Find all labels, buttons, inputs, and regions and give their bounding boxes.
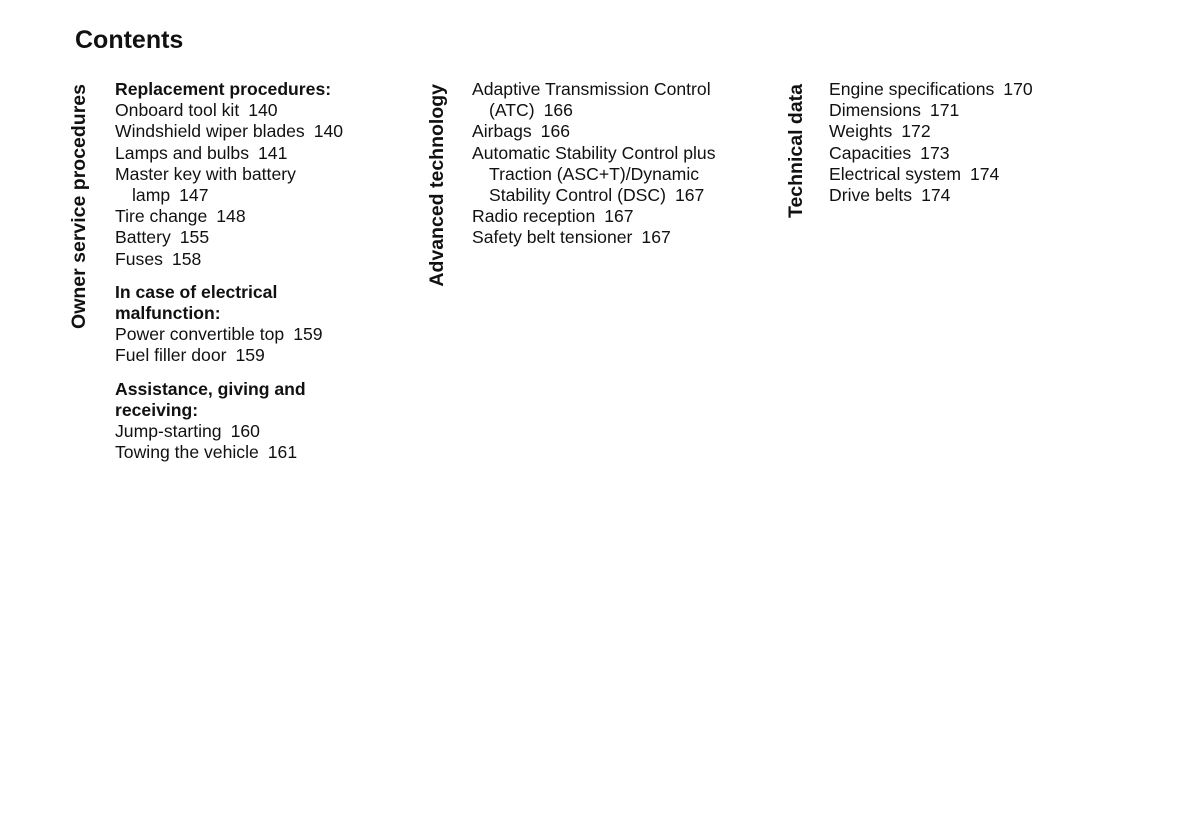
toc-entry[interactable]: Adaptive Transmission Control (ATC) 166: [472, 79, 716, 121]
page-number: 174: [969, 163, 1000, 184]
entry-title: Windshield wiper blades: [115, 121, 305, 142]
page-number: 166: [543, 100, 573, 121]
toc-entry[interactable]: Master key with battery lamp 147: [115, 164, 343, 206]
page-number: 167: [674, 185, 705, 206]
entry-title: lamp: [132, 185, 171, 206]
entry-title: Capacities: [829, 142, 912, 163]
page-number: 172: [901, 121, 931, 142]
toc-entry[interactable]: Dimensions 171: [829, 100, 1033, 121]
page-number: 171: [929, 100, 960, 121]
page-number: 167: [641, 227, 671, 248]
entry-title: Fuel filler door: [115, 345, 227, 366]
toc-entry[interactable]: Engine specifications 170: [829, 79, 1033, 100]
page-number: 141: [258, 142, 288, 163]
entry-title: Master key with battery: [115, 163, 296, 184]
toc-entry[interactable]: Tire change 148: [115, 206, 343, 227]
entry-title: Stability Control (DSC): [489, 185, 666, 206]
toc-group: Replacement procedures: Onboard tool kit 1…: [115, 79, 343, 270]
toc-entry[interactable]: Fuel filler door 159: [115, 345, 343, 366]
toc-entry[interactable]: Onboard tool kit 140: [115, 100, 343, 121]
page-number: 167: [604, 206, 634, 227]
section-label-technical-data: Technical data: [785, 84, 807, 219]
toc-entry[interactable]: Battery 155: [115, 227, 343, 248]
page-number: 166: [540, 121, 571, 142]
entry-title: (ATC): [489, 100, 535, 121]
section-owner-service: Replacement procedures: Onboard tool kit 1…: [115, 79, 343, 475]
group-heading: In case of electrical: [115, 281, 278, 302]
toc-group: In case of electrical malfunction: Power c…: [115, 282, 343, 367]
toc-entry[interactable]: Airbags 166: [472, 121, 716, 142]
entry-title: Automatic Stability Control plus: [472, 142, 716, 163]
section-advanced-technology: Adaptive Transmission Control (ATC) 166 Air…: [472, 79, 716, 261]
toc-entry[interactable]: Fuses 158: [115, 249, 343, 270]
toc-entry[interactable]: Capacities 173: [829, 143, 1033, 164]
entry-title: Fuses: [115, 248, 163, 269]
page-number: 174: [921, 185, 951, 206]
page-title: Contents: [75, 26, 184, 54]
page-number: 147: [179, 185, 209, 206]
toc-entry[interactable]: Radio reception 167: [472, 206, 716, 227]
entry-title: Towing the vehicle: [115, 442, 259, 463]
page-number: 159: [235, 345, 265, 366]
toc-entry[interactable]: Electrical system 174: [829, 164, 1033, 185]
toc-group: Engine specifications 170 Dimensions 171 Wei…: [829, 79, 1033, 206]
toc-entry[interactable]: Lamps and bulbs 141: [115, 143, 343, 164]
entry-title: Weights: [829, 121, 893, 142]
page-number: 158: [171, 248, 202, 269]
entry-title: Jump-starting: [115, 421, 222, 442]
entry-title: Dimensions: [829, 100, 921, 121]
page-number: 173: [920, 142, 950, 163]
toc-entry[interactable]: Automatic Stability Control plus Traction…: [472, 143, 716, 207]
entry-title: Lamps and bulbs: [115, 142, 249, 163]
toc-entry[interactable]: Towing the vehicle 161: [115, 442, 343, 463]
entry-title: Onboard tool kit: [115, 100, 240, 121]
entry-title: Drive belts: [829, 185, 913, 206]
toc-group: Assistance, giving and receiving: Jump-sta…: [115, 379, 343, 464]
toc-entry[interactable]: Weights 172: [829, 121, 1033, 142]
toc-entry[interactable]: Drive belts 174: [829, 185, 1033, 206]
section-technical-data: Engine specifications 170 Dimensions 171 Wei…: [829, 79, 1033, 218]
toc-entry[interactable]: Power convertible top 159: [115, 324, 343, 345]
entry-title: Safety belt tensioner: [472, 227, 633, 248]
page-number: 140: [248, 100, 278, 121]
page-number: 170: [1003, 79, 1033, 99]
entry-title: Battery: [115, 227, 171, 248]
page-number: 140: [313, 121, 344, 142]
entry-title: Adaptive Transmission Control: [472, 79, 711, 99]
entry-title: Power convertible top: [115, 324, 285, 345]
toc-entry[interactable]: Jump-starting 160: [115, 421, 343, 442]
entry-title: Traction (ASC+T)/Dynamic: [489, 163, 700, 184]
group-heading: receiving:: [115, 399, 199, 420]
entry-title: Engine specifications: [829, 79, 995, 99]
page-number: 161: [267, 442, 298, 463]
toc-entry[interactable]: Safety belt tensioner 167: [472, 227, 716, 248]
entry-title: Tire change: [115, 206, 208, 227]
toc-entry[interactable]: Windshield wiper blades 140: [115, 121, 343, 142]
entry-title: Airbags: [472, 121, 532, 142]
toc-group: Adaptive Transmission Control (ATC) 166 Air…: [472, 79, 716, 249]
group-heading: Assistance, giving and: [115, 378, 306, 399]
page-number: 148: [216, 206, 246, 227]
page-number: 155: [179, 227, 210, 248]
section-label-owner-service: Owner service procedures: [68, 84, 90, 329]
page-number: 159: [293, 324, 323, 345]
entry-title: Radio reception: [472, 206, 596, 227]
group-heading: malfunction:: [115, 303, 221, 324]
page-number: 160: [230, 421, 260, 442]
group-heading: Replacement procedures:: [115, 79, 332, 99]
entry-title: Electrical system: [829, 163, 961, 184]
section-label-advanced-technology: Advanced technology: [426, 84, 448, 287]
